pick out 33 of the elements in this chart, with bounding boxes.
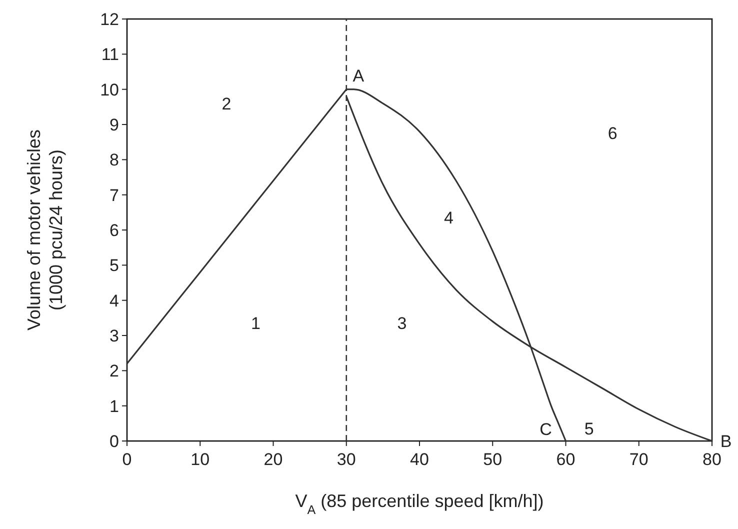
y-tick-label: 8 [110,150,119,170]
x-tick-label: 50 [483,450,502,469]
annotation: C [540,420,552,439]
y-tick-label: 10 [100,80,119,100]
y-tick-label: 1 [110,396,119,416]
x-tick-label: 60 [556,450,576,469]
annotation: 5 [584,419,594,438]
y-tick-label: 2 [110,362,119,381]
y-tick-label: 3 [110,326,119,346]
x-tick-label: 70 [629,450,648,469]
y-tick-label: 5 [110,256,119,276]
y-tick-label: 9 [110,115,119,134]
annotation: 4 [444,208,454,228]
x-tick-label: 20 [264,450,283,469]
y-tick-label: 4 [110,291,119,310]
x-tick-label: 40 [410,450,429,469]
annotation: 3 [397,314,407,333]
x-tick-label: 10 [190,450,210,469]
y-tick-label: 0 [110,432,119,451]
x-axis-title: V$_{A}$ (85 percentile speed [km/h]) [295,491,544,517]
y-tick-label: 11 [101,45,119,64]
annotation: A [352,66,365,86]
annotation: B [720,432,732,451]
y-tick-label: 7 [110,186,119,205]
y-tick-label: 12 [100,10,119,29]
annotation: 6 [608,124,618,143]
y-tick-label: 6 [110,220,119,240]
annotation: 1 [250,314,260,333]
x-tick-label: 30 [336,450,356,469]
x-tick-label: 80 [702,450,722,469]
y-axis-title: Volume of motor vehicles (1000 pcu/24 hours) [24,129,66,331]
x-tick-label: 0 [122,450,132,469]
annotation: 2 [222,94,232,114]
